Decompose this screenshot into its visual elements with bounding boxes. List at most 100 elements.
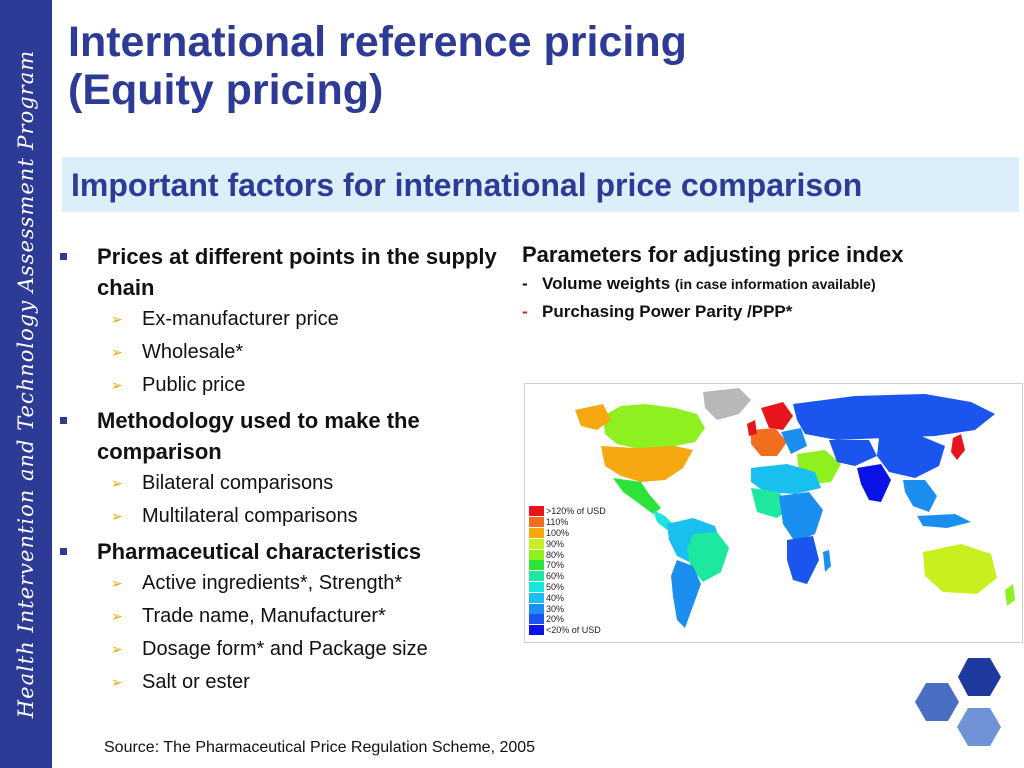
legend-swatch: [529, 614, 544, 625]
arrow-bullet-icon: ➢: [111, 608, 123, 624]
map-region-madagascar: [823, 550, 831, 572]
hexagon-left: [915, 683, 959, 721]
bullet-label: Pharmaceutical characteristics: [97, 539, 422, 564]
legend-swatch: [529, 560, 544, 571]
legend-label: 50%: [546, 581, 565, 592]
map-region-china: [877, 436, 945, 478]
sub-bullet: ➢ Trade name, Manufacturer*: [60, 600, 510, 633]
map-region-western-europe: [751, 428, 787, 456]
map-legend: >120% of USD 110% 100% 90% 80% 70% 60% 5…: [529, 506, 606, 636]
sub-bullet-label: Multilateral comparisons: [142, 505, 358, 527]
legend-label: <20% of USD: [546, 625, 601, 636]
map-region-brazil: [687, 532, 729, 582]
legend-label: 90%: [546, 538, 565, 549]
map-region-japan: [951, 434, 965, 460]
map-region-alaska: [575, 404, 611, 430]
legend-label: 80%: [546, 549, 565, 560]
sub-bullet-label: Bilateral comparisons: [142, 472, 334, 494]
param-label: Purchasing Power Parity /PPP*: [542, 302, 793, 321]
legend-swatch: [529, 538, 544, 549]
world-price-map: >120% of USD 110% 100% 90% 80% 70% 60% 5…: [524, 383, 1023, 643]
legend-row: 30%: [529, 603, 606, 614]
sub-bullet: ➢ Dosage form* and Package size: [60, 633, 510, 666]
sub-bullet-label: Salt or ester: [142, 671, 250, 693]
map-region-scandinavia: [761, 402, 793, 430]
title-line-1: International reference pricing: [68, 18, 687, 66]
sub-bullet-label: Public price: [142, 374, 246, 396]
sub-bullet: ➢ Bilateral comparisons: [60, 467, 510, 500]
bullet-label: Methodology used to make the comparison: [97, 408, 420, 464]
map-region-greenland: [703, 388, 751, 420]
legend-swatch: [529, 549, 544, 560]
arrow-bullet-icon: ➢: [111, 311, 123, 327]
legend-row: 60%: [529, 571, 606, 582]
map-region-eastern-europe: [781, 428, 807, 454]
legend-swatch: [529, 603, 544, 614]
arrow-bullet-icon: ➢: [111, 674, 123, 690]
map-region-australia: [923, 544, 997, 594]
legend-label: 100%: [546, 527, 570, 538]
dash-bullet: -: [522, 302, 528, 321]
map-region-central-asia: [829, 440, 877, 466]
parameters-section: Parameters for adjusting price index - Vo…: [522, 240, 1017, 326]
legend-swatch: [529, 517, 544, 528]
sub-bullet: ➢ Ex-manufacturer price: [60, 303, 510, 336]
legend-row: 90%: [529, 538, 606, 549]
sub-bullet-label: Trade name, Manufacturer*: [142, 605, 386, 627]
factors-list: Prices at different points in the supply…: [60, 238, 510, 699]
bullet-supply-chain: Prices at different points in the supply…: [60, 241, 510, 303]
map-region-southern-africa: [787, 536, 819, 584]
map-region-central-africa: [779, 492, 823, 542]
map-region-southeast-asia: [903, 480, 937, 512]
bullet-label: Prices at different points in the supply…: [97, 244, 497, 300]
map-region-north-africa: [751, 464, 821, 494]
arrow-bullet-icon: ➢: [111, 641, 123, 657]
arrow-bullet-icon: ➢: [111, 377, 123, 393]
legend-swatch: [529, 506, 544, 517]
legend-row: 100%: [529, 527, 606, 539]
sub-bullet-label: Active ingredients*, Strength*: [142, 572, 403, 594]
title-line-2: (Equity pricing): [68, 66, 384, 114]
slide-title: International reference pricing (Equity …: [68, 18, 687, 114]
map-region-russia: [793, 394, 995, 440]
dash-bullet: -: [522, 274, 528, 293]
hexagon-top: [958, 658, 1001, 696]
map-region-uk: [747, 420, 757, 436]
map-region-india: [857, 464, 891, 502]
square-bullet-icon: [60, 548, 67, 555]
legend-row: 70%: [529, 560, 606, 571]
arrow-bullet-icon: ➢: [111, 344, 123, 360]
legend-row: 40%: [529, 592, 606, 603]
legend-row: >120% of USD: [529, 506, 606, 517]
legend-label: >120% of USD: [546, 506, 606, 517]
bullet-pharma-characteristics: Pharmaceutical characteristics: [60, 536, 510, 567]
map-region-usa: [601, 446, 693, 482]
subtitle: Important factors for international pric…: [71, 167, 863, 203]
map-region-mexico: [613, 478, 661, 514]
param-ppp: - Purchasing Power Parity /PPP*: [522, 298, 1017, 326]
legend-label: 20%: [546, 614, 565, 625]
map-region-south-america-south: [671, 560, 701, 628]
arrow-bullet-icon: ➢: [111, 575, 123, 591]
legend-swatch: [529, 571, 544, 582]
sub-bullet: ➢ Multilateral comparisons: [60, 500, 510, 533]
legend-swatch: [529, 625, 544, 636]
map-region-canada: [603, 404, 705, 450]
legend-label: 40%: [546, 592, 565, 603]
subtitle-banner: Important factors for international pric…: [62, 157, 1019, 212]
legend-row: 110%: [529, 517, 606, 528]
arrow-bullet-icon: ➢: [111, 508, 123, 524]
param-label: Volume weights: [542, 274, 671, 293]
legend-label: 70%: [546, 560, 565, 571]
hexagon-bottom: [957, 708, 1001, 746]
sub-bullet: ➢ Salt or ester: [60, 666, 510, 699]
legend-row: 20%: [529, 614, 606, 625]
sub-bullet-label: Ex-manufacturer price: [142, 308, 339, 330]
legend-label: 60%: [546, 571, 565, 582]
legend-row: 50%: [529, 581, 606, 593]
hexagon-logo: [915, 658, 1001, 746]
arrow-bullet-icon: ➢: [111, 475, 123, 491]
sub-bullet: ➢ Active ingredients*, Strength*: [60, 567, 510, 600]
param-volume-weights: - Volume weights (in case information ava…: [522, 270, 1017, 298]
sub-bullet: ➢ Wholesale*: [60, 336, 510, 369]
